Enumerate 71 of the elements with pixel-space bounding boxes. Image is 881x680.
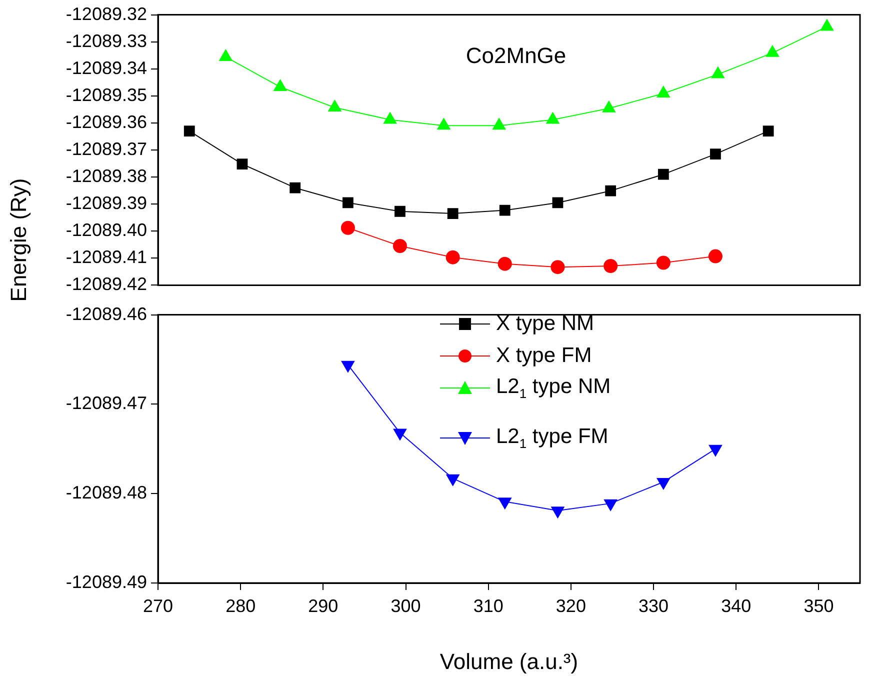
y-tick-label: -12089.35 <box>66 84 147 105</box>
point <box>710 148 721 160</box>
point <box>602 100 616 112</box>
y-tick-label: -12089.36 <box>66 112 147 132</box>
point <box>762 126 774 137</box>
point <box>551 506 564 518</box>
annotation: Co2MnGe <box>466 42 566 68</box>
point <box>342 197 354 208</box>
legend-label: X type FM <box>496 344 592 368</box>
point <box>552 197 564 208</box>
point <box>604 499 618 511</box>
point <box>498 256 512 271</box>
point <box>437 118 450 130</box>
point <box>340 220 355 235</box>
y-tick-label: -12089.47 <box>66 393 147 414</box>
point <box>656 478 670 490</box>
point <box>384 112 397 124</box>
point <box>274 79 287 91</box>
y-tick-label: -12089.33 <box>66 30 147 51</box>
y-tick-label: -12089.42 <box>66 274 147 294</box>
point <box>658 168 669 180</box>
x-tick-label: 280 <box>226 596 256 616</box>
point <box>328 100 342 112</box>
point <box>446 250 460 264</box>
point <box>447 208 458 219</box>
x-tick-label: 340 <box>721 596 752 616</box>
point <box>341 360 355 372</box>
y-tick-label: -12089.46 <box>66 304 147 324</box>
point <box>290 182 301 194</box>
y-tick-label: -12089.32 <box>66 4 147 24</box>
point <box>708 444 722 456</box>
legend-label: L2$_{1}$ type FM <box>496 424 608 451</box>
y-tick-label: -12089.39 <box>66 193 147 214</box>
point <box>546 112 560 124</box>
point <box>236 158 248 170</box>
point <box>184 126 195 137</box>
point <box>393 428 407 440</box>
y-tick-label: -12089.37 <box>66 138 147 159</box>
legend-label: X type NM <box>496 312 594 336</box>
x-tick-label: 320 <box>556 596 586 616</box>
x-tick-label: 310 <box>473 596 504 616</box>
y-tick-label: -12089.48 <box>66 482 147 503</box>
point <box>499 204 510 216</box>
point <box>392 238 407 253</box>
point <box>656 256 670 270</box>
x-tick-label: 270 <box>142 596 174 616</box>
point <box>820 19 834 31</box>
x-tick-label: 330 <box>638 596 669 616</box>
x-tick-label: 300 <box>390 596 421 616</box>
point <box>766 45 780 57</box>
y-tick-label: -12089.41 <box>66 247 147 268</box>
point <box>492 118 506 130</box>
point <box>656 86 670 98</box>
point <box>394 206 406 217</box>
point <box>604 259 618 273</box>
x-tick-label: 350 <box>804 596 834 616</box>
legend-label: L2$_{1}$ type NM <box>496 375 611 402</box>
y-tick-label: -12089.38 <box>66 166 147 186</box>
x-axis-title: Volume (a.u.³) <box>440 648 578 674</box>
y-tick-label: -12089.40 <box>66 220 147 240</box>
point <box>446 474 460 486</box>
point <box>711 66 725 78</box>
point <box>550 260 565 274</box>
point <box>498 498 512 510</box>
point <box>708 249 722 264</box>
x-tick-label: 290 <box>308 596 338 616</box>
y-tick-label: -12089.34 <box>66 58 147 78</box>
point <box>605 185 616 196</box>
y-tick-label: -12089.49 <box>66 572 147 592</box>
y-axis-title: Energie (Ry) <box>6 178 32 302</box>
point <box>219 49 232 61</box>
